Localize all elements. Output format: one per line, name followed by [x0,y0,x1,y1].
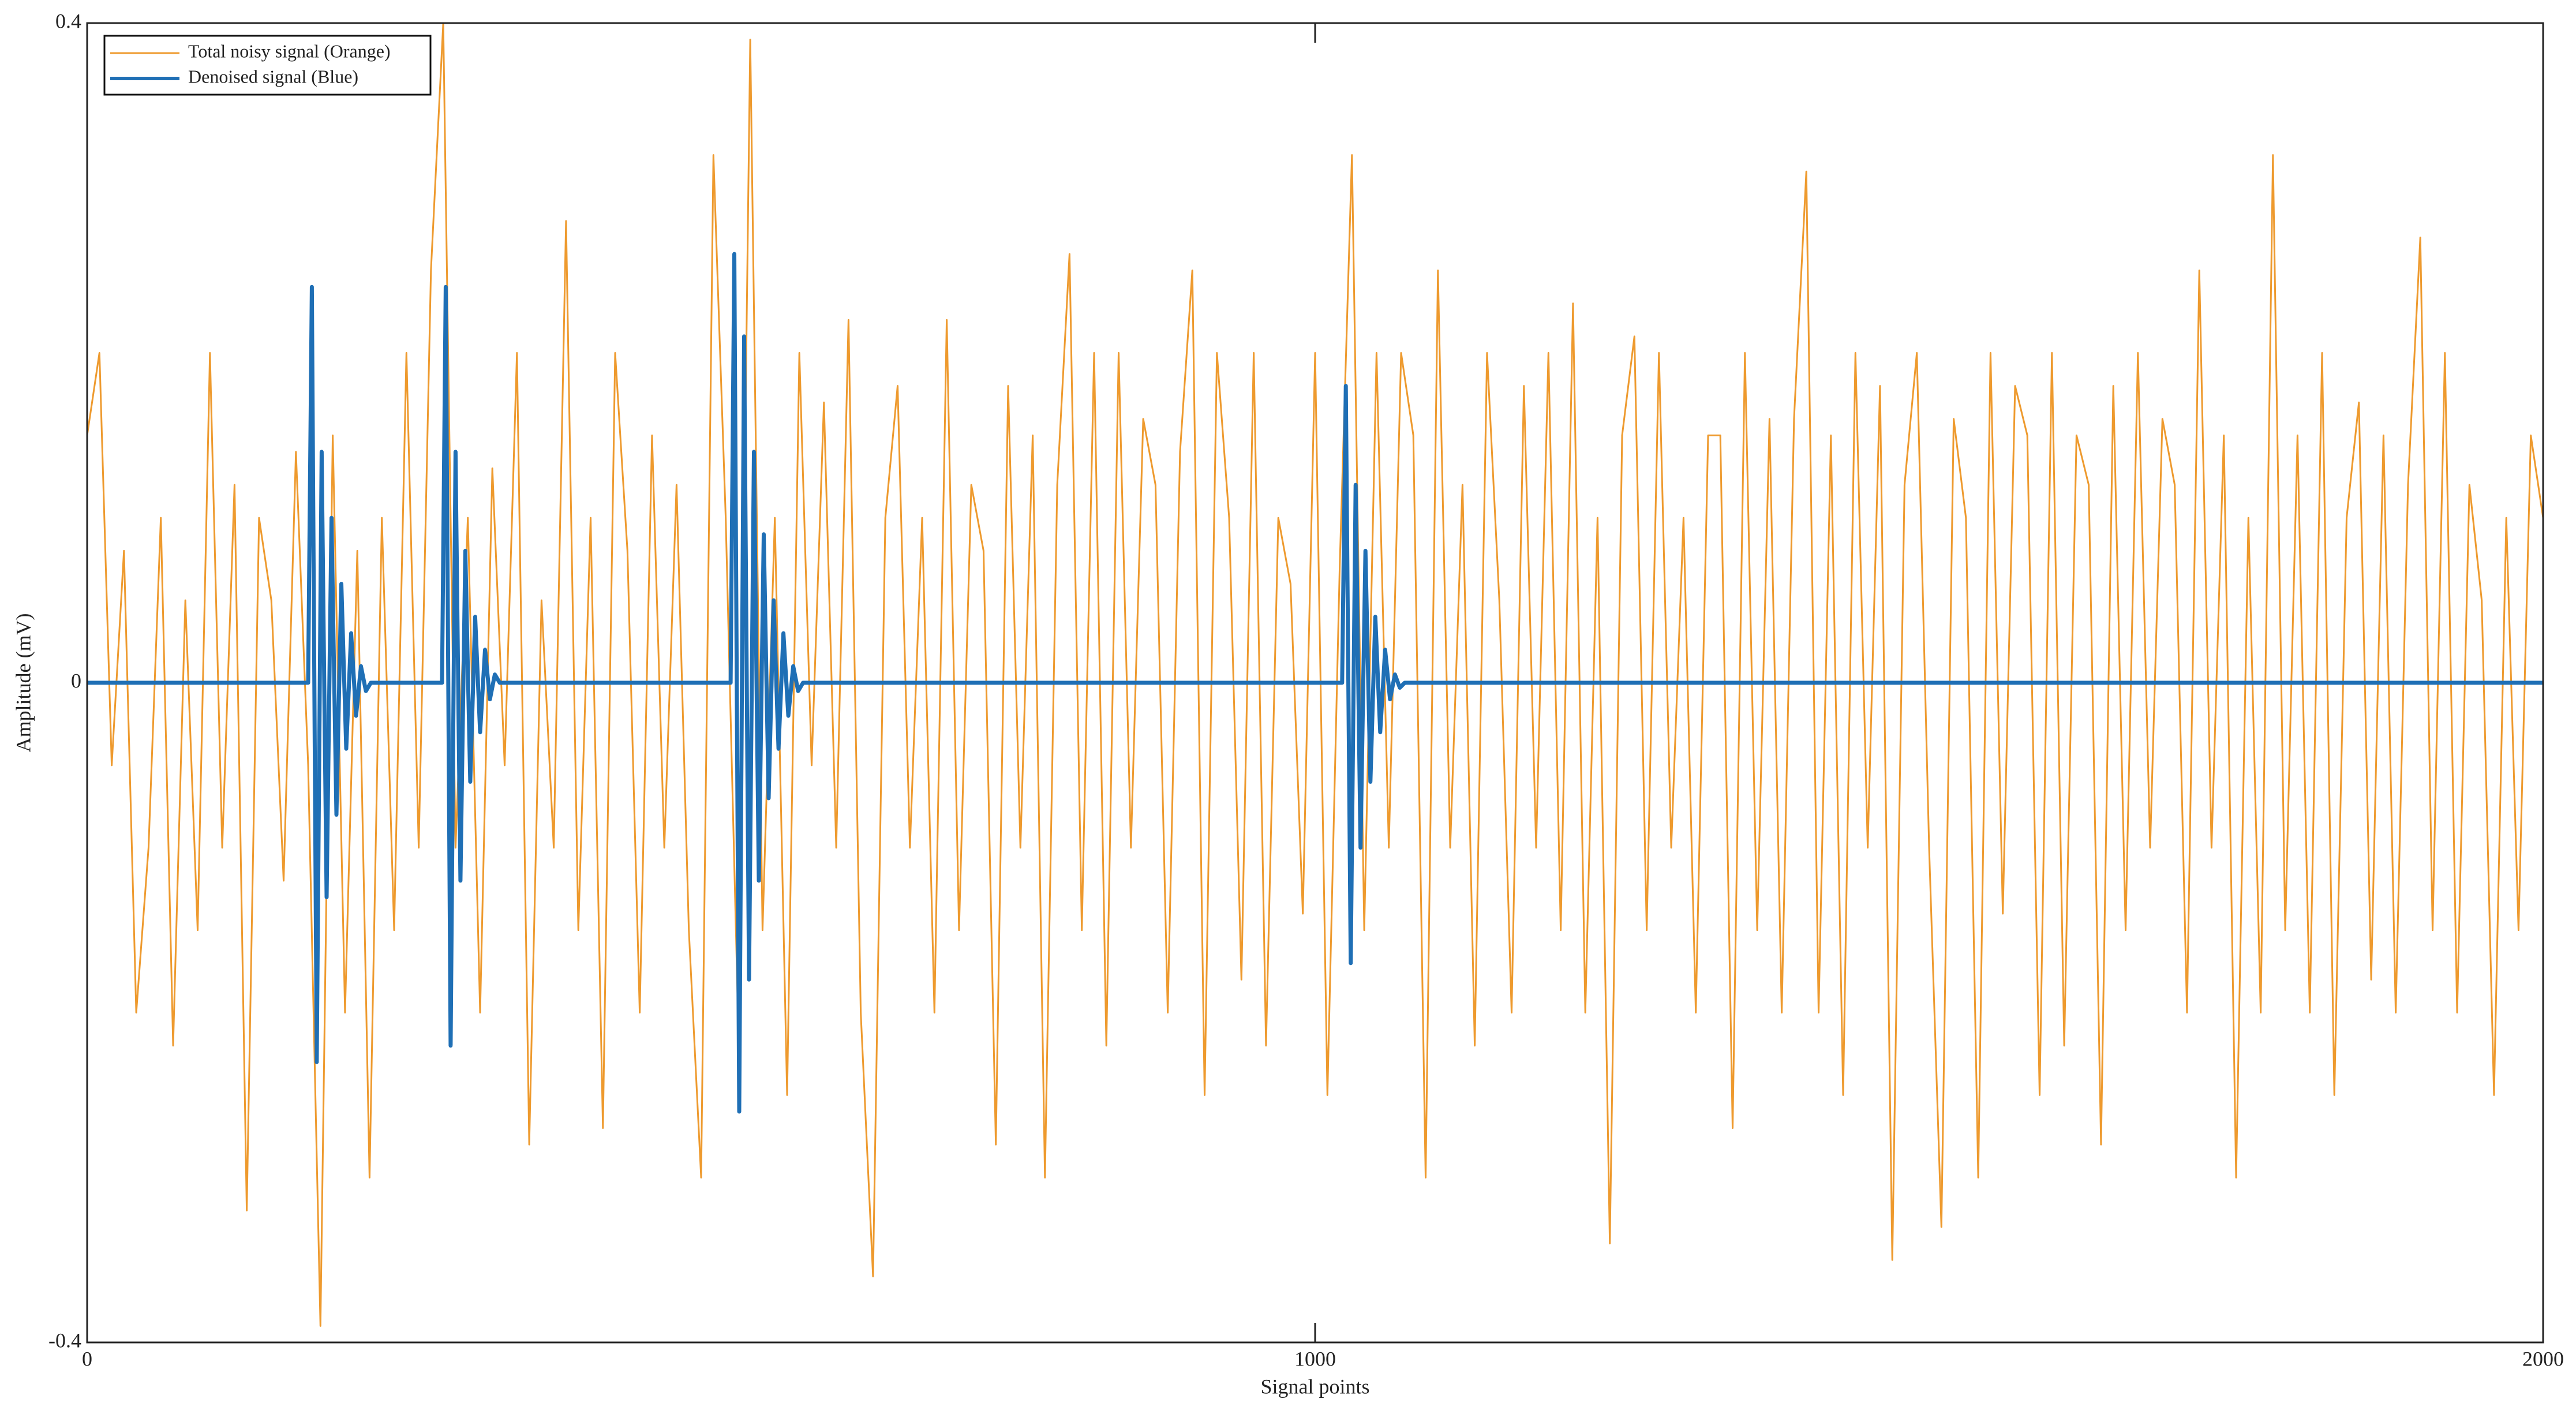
x-axis-label: Signal points [1260,1375,1369,1398]
y-axis-label: Amplitude (mV) [12,614,35,753]
y-tick-label: 0.4 [55,9,81,32]
legend-box [103,35,432,96]
x-tick-label: 0 [82,1347,92,1370]
legend-label: Denoised signal (Blue) [188,66,358,87]
y-tick-label: 0 [71,669,81,692]
y-tick-label: -0.4 [48,1329,81,1352]
plot-frame [86,22,2544,1344]
x-tick-label: 2000 [2522,1347,2564,1370]
x-tick-label: 1000 [1294,1347,1336,1370]
line-series [87,23,2543,1327]
line-series [87,252,2543,1114]
legend-label: Total noisy signal (Orange) [188,40,391,61]
